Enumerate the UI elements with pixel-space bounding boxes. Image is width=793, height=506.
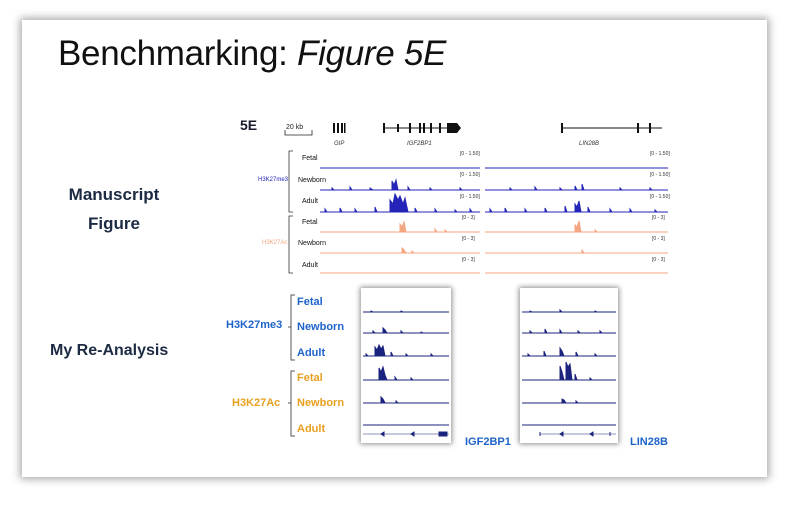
figure-h3k27ac-bracket [288, 215, 293, 274]
igf2bp1-tracks [363, 310, 449, 437]
figure-panel-label: 5E [240, 117, 258, 133]
reanalysis-h3k27me3-bracket [288, 294, 295, 361]
gene-label-igf2bp1: IGF2BP1 [407, 141, 432, 147]
range-ac-l3: [0 - 3] [462, 257, 475, 263]
reanalysis-row-newborn-ac: Newborn [297, 397, 345, 409]
reanalysis-row-fetal-me3: Fetal [297, 296, 323, 308]
scale-bar-label: 20 kb [286, 124, 304, 131]
manuscript-label-line2: Figure [88, 214, 140, 233]
figure-row-fetal-me3: Fetal [302, 155, 318, 162]
manuscript-label-line1: Manuscript [68, 185, 160, 204]
figure-h3k27me3-label: H3K27me3 [258, 177, 289, 183]
reanalysis-gene-igf2bp1: IGF2BP1 [465, 436, 511, 448]
manuscript-label: Manuscript Figure [62, 185, 166, 234]
lin28b-track-panel [520, 288, 618, 443]
range-ac-r2: [0 - 3] [652, 236, 665, 242]
figure-row-adult-me3: Adult [302, 198, 318, 205]
slide: Benchmarking: Figure 5E Manuscript Figur… [22, 20, 767, 477]
gene-label-lin28b: LIN28B [579, 141, 600, 147]
reanalysis-h3k27ac-label: H3K27Ac [232, 397, 281, 409]
igf2bp1-track-panel [361, 288, 451, 443]
range-ac-l2: [0 - 3] [462, 236, 475, 242]
reanalysis-row-newborn-me3: Newborn [297, 321, 345, 333]
figure-row-adult-ac: Adult [302, 262, 318, 269]
slide-title: Benchmarking: Figure 5E [58, 34, 446, 74]
range-me3-l2: [0 - 1.50] [460, 172, 480, 178]
reanalysis-h3k27ac-bracket [288, 370, 295, 437]
figure-row-fetal-ac: Fetal [302, 219, 318, 226]
range-me3-r1: [0 - 1.50] [650, 151, 670, 157]
range-ac-r1: [0 - 3] [652, 215, 665, 221]
figure-row-newborn-ac: Newborn [298, 240, 327, 247]
title-plain: Benchmarking: [58, 34, 297, 73]
range-ac-r3: [0 - 3] [652, 257, 665, 263]
figure-h3k27ac-label: H3K27Ac [262, 240, 288, 246]
title-italic: Figure 5E [296, 34, 447, 73]
reanalysis-row-fetal-ac: Fetal [297, 372, 323, 384]
range-me3-l1: [0 - 1.50] [460, 151, 480, 157]
reanalysis-gene-lin28b: LIN28B [630, 436, 668, 448]
reanalysis-row-adult-me3: Adult [297, 347, 326, 359]
range-me3-r2: [0 - 1.50] [650, 172, 670, 178]
scale-bar [284, 130, 313, 136]
figure-row-newborn-me3: Newborn [298, 177, 327, 184]
gene-label-gip: GIP [334, 141, 345, 147]
figure-signal-tracks [320, 167, 668, 274]
range-me3-l3: [0 - 1.50] [460, 194, 480, 200]
reanalysis-label: My Re-Analysis [50, 342, 169, 359]
reanalysis-h3k27me3-label: H3K27me3 [226, 319, 283, 331]
gene-structure-track [333, 123, 662, 133]
range-ac-l1: [0 - 3] [462, 215, 475, 221]
reanalysis-row-adult-ac: Adult [297, 423, 326, 435]
figure-h3k27me3-bracket [288, 150, 293, 213]
lin28b-tracks [522, 308, 616, 437]
range-me3-r3: [0 - 1.50] [650, 194, 670, 200]
